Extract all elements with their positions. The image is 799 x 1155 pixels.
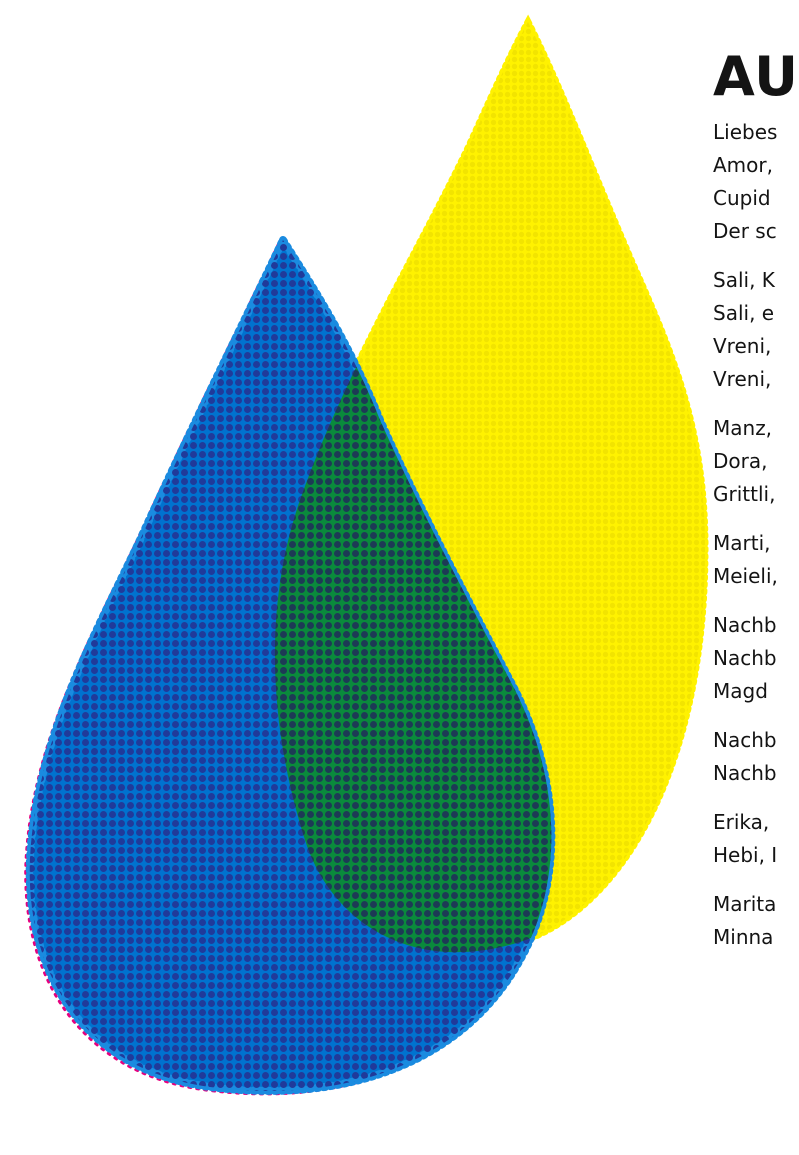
cast-group: Manz, Dora, Grittli, (713, 412, 778, 511)
cast-line: Vreni, (713, 367, 772, 391)
cast-line: Manz, (713, 416, 773, 440)
cast-group: Nachb Nachb (713, 724, 778, 790)
cast-line: Meieli, (713, 564, 778, 588)
cast-line: Magd (713, 679, 768, 703)
cast-line: Minna (713, 925, 774, 949)
cast-group: Nachb Nachb Magd (713, 609, 778, 708)
page-title: AU (713, 45, 799, 108)
cast-line: Nachb (713, 613, 777, 637)
cast-line: Erika, (713, 810, 770, 834)
cast-line: Nachb (713, 728, 777, 752)
cast-line: Amor, (713, 153, 773, 177)
cast-line: Grittli, (713, 482, 776, 506)
cast-group: Marita Minna (713, 888, 778, 954)
cast-line: Liebes (713, 120, 778, 144)
cast-line: Vreni, (713, 334, 772, 358)
cast-line: Sali, K (713, 268, 775, 292)
cast-line: Hebi, I (713, 843, 778, 867)
cast-group: Sali, K Sali, e Vreni, Vreni, (713, 264, 778, 396)
cast-line: Der sc (713, 219, 777, 243)
cast-line: Nachb (713, 761, 777, 785)
cast-line: Marita (713, 892, 777, 916)
cast-line: Sali, e (713, 301, 775, 325)
cast-line: Marti, (713, 531, 771, 555)
cast-group: Liebes Amor, Cupid Der sc (713, 116, 778, 248)
cast-group: Erika, Hebi, I (713, 806, 778, 872)
cast-line: Dora, (713, 449, 768, 473)
cast-line: Cupid (713, 186, 771, 210)
cast-line: Nachb (713, 646, 777, 670)
cast-group: Marti, Meieli, (713, 527, 778, 593)
cast-list: Liebes Amor, Cupid Der sc Sali, K Sali, … (713, 116, 778, 970)
